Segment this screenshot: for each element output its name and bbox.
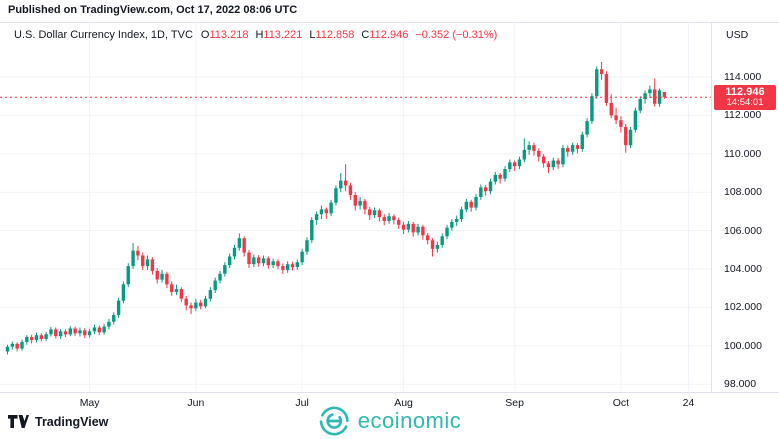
time-tick: Jun: [187, 397, 205, 409]
time-tick: Jul: [295, 397, 309, 409]
ecoinomic-watermark: ecoinomic: [318, 405, 462, 437]
time-tick: Sep: [505, 397, 524, 409]
ecoinomic-icon: [319, 406, 349, 436]
tradingview-label: TradingView: [35, 415, 109, 429]
tradingview-logo[interactable]: TradingView: [8, 415, 108, 429]
price-tick: 106.000: [724, 224, 762, 237]
ohlc-low: L112.858: [309, 29, 355, 41]
price-tick: 104.000: [724, 262, 762, 275]
footer: TradingView ecoinomic: [0, 406, 779, 439]
price-tick: 112.000: [724, 109, 762, 122]
ohlc-close: C112.946: [361, 29, 409, 41]
price-tick: 110.000: [724, 147, 762, 160]
price-tick: 114.000: [724, 70, 762, 83]
candlestick-chart[interactable]: [0, 23, 711, 393]
currency-label: USD: [726, 29, 749, 41]
time-axis[interactable]: May Jun Jul Aug Sep Oct 24: [0, 392, 779, 414]
ohlc-open: O113.218: [200, 29, 249, 41]
change-value: −0.352 (−0.31%): [415, 29, 498, 41]
last-price-label: 112.946 14:54:01: [714, 85, 776, 111]
price-tick: 102.000: [724, 301, 762, 314]
chart-legend[interactable]: U.S. Dollar Currency Index, 1D, TVC O113.…: [14, 29, 497, 41]
chart-pane[interactable]: U.S. Dollar Currency Index, 1D, TVC O113.…: [0, 22, 711, 393]
price-tick: 108.000: [724, 186, 762, 199]
price-tick: 100.000: [724, 339, 762, 352]
ohlc-high: H113.221: [255, 29, 303, 41]
last-price-value: 112.946: [725, 86, 765, 99]
published-line: Published on TradingView.com, Oct 17, 20…: [8, 4, 298, 16]
time-tick: May: [79, 397, 100, 409]
price-axis[interactable]: USD 114.000 112.000 110.000 108.000 106.000 1…: [711, 22, 779, 393]
countdown-timer: 14:54:01: [726, 97, 764, 109]
time-tick: Aug: [394, 397, 413, 409]
time-tick: Oct: [612, 397, 630, 409]
ecoinomic-label: ecoinomic: [357, 408, 462, 433]
symbol-title: U.S. Dollar Currency Index, 1D, TVC: [14, 29, 193, 41]
tradingview-icon: [8, 415, 29, 428]
price-tick: 98.000: [724, 378, 757, 391]
time-tick: 24: [682, 397, 695, 409]
